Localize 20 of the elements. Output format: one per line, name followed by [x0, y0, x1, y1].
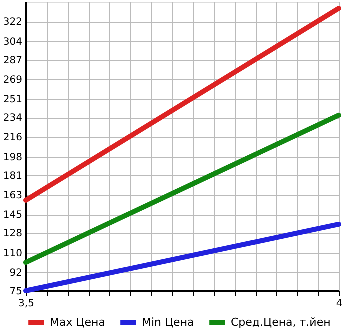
y-tick-label: 304	[3, 36, 22, 48]
x-tick-label: 4	[336, 298, 343, 310]
x-tick-label: 3,5	[18, 298, 34, 310]
y-tick-label: 198	[3, 152, 22, 164]
y-tick-label: 92	[10, 268, 22, 279]
legend-label: Min Цена	[142, 316, 194, 329]
y-tick-label: 269	[3, 74, 22, 86]
y-tick-label: 234	[3, 113, 22, 124]
y-tick-label: 322	[3, 17, 22, 28]
y-tick-label: 216	[3, 132, 22, 144]
y-tick-label: 110	[3, 248, 22, 260]
y-tick-label: 128	[3, 228, 22, 240]
y-tick-label: 287	[3, 55, 22, 66]
y-tick-label: 75	[10, 286, 22, 298]
y-tick-label: 251	[3, 94, 22, 106]
legend-label: Max Цена	[50, 316, 106, 329]
y-tick-label: 145	[3, 210, 22, 222]
y-tick-label: 181	[3, 170, 22, 182]
y-tick-label: 163	[3, 190, 22, 202]
legend-label: Сред.Цена, т.йен	[231, 316, 331, 329]
